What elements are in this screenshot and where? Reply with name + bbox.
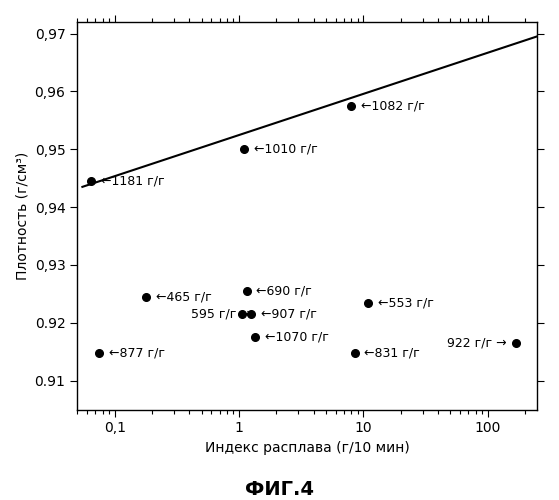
Y-axis label: Плотность (г/см³): Плотность (г/см³): [15, 152, 29, 280]
Text: ←1070 г/г: ←1070 г/г: [265, 331, 329, 344]
Text: ←553 г/г: ←553 г/г: [378, 296, 434, 309]
Text: ←831 г/г: ←831 г/г: [364, 346, 420, 360]
Text: ←465 г/г: ←465 г/г: [156, 290, 212, 304]
Text: ←1082 г/г: ←1082 г/г: [361, 100, 425, 112]
Text: 922 г/г →: 922 г/г →: [447, 336, 506, 349]
Text: ←907 г/г: ←907 г/г: [261, 308, 317, 320]
Text: 595 г/г →: 595 г/г →: [191, 308, 250, 320]
Text: ←1181 г/г: ←1181 г/г: [101, 174, 165, 188]
Text: ←877 г/г: ←877 г/г: [109, 346, 165, 360]
Text: ←1010 г/г: ←1010 г/г: [254, 142, 318, 156]
Text: ←690 г/г: ←690 г/г: [257, 284, 312, 298]
X-axis label: Индекс расплава (г/10 мин): Индекс расплава (г/10 мин): [205, 441, 410, 455]
Text: ФИГ.4: ФИГ.4: [245, 480, 314, 499]
